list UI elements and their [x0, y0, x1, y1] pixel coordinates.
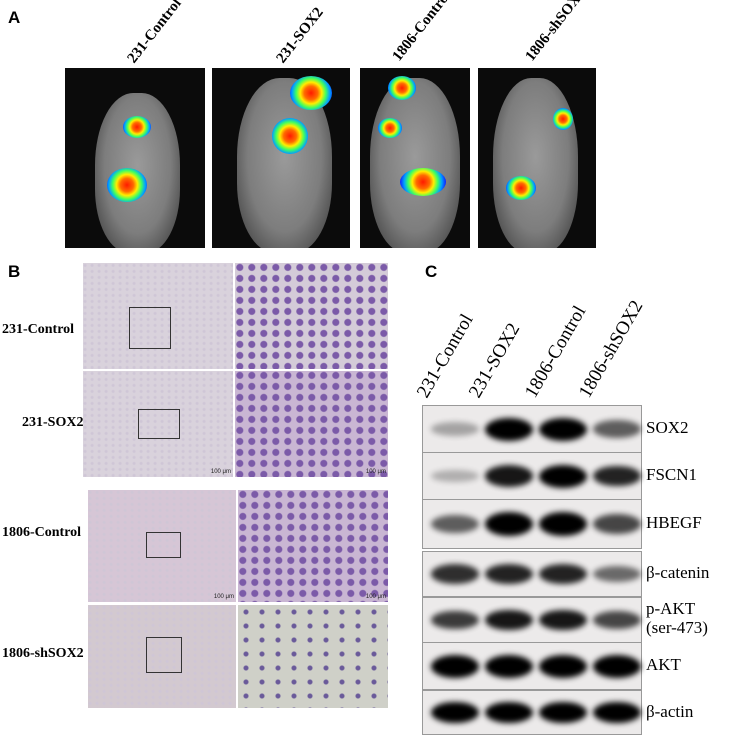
histology-high-mag: 100 μm: [235, 371, 388, 477]
blot-strip: [422, 405, 642, 453]
band: [431, 564, 479, 584]
histology-low-mag: 100 μm: [83, 371, 233, 477]
protein-label: AKT: [646, 655, 681, 674]
band: [431, 514, 479, 534]
histology-low-mag: [88, 605, 236, 708]
protein-label: β-actin: [646, 701, 694, 721]
histology-high-mag: [238, 605, 388, 708]
band: [593, 610, 641, 629]
row-label: 231-SOX2: [22, 415, 84, 430]
band: [539, 512, 587, 536]
blot-strip: [422, 690, 642, 735]
band: [431, 422, 479, 436]
mouse-image: [65, 68, 205, 248]
band: [485, 701, 533, 724]
band: [593, 514, 641, 534]
band: [485, 512, 533, 536]
mouse-image: [360, 68, 470, 248]
blot-strip: [422, 642, 642, 690]
band: [485, 654, 533, 678]
mouse-image: [478, 68, 596, 248]
protein-label: β-catenin: [646, 563, 710, 582]
protein-label: HBEGF: [646, 513, 702, 532]
band: [539, 563, 587, 584]
protein-label: FSCN1: [646, 465, 698, 484]
mouse-label: 1806-shSOX2: [522, 0, 590, 65]
row-label: 1806-Control: [2, 525, 82, 540]
mouse-label: 1806-Control: [389, 0, 455, 65]
mouse-label: 231-SOX2: [273, 4, 327, 67]
band: [593, 654, 641, 678]
band: [593, 465, 641, 487]
band: [485, 563, 533, 584]
blot-strip: [422, 452, 642, 500]
band: [485, 417, 533, 441]
panel-a-label: A: [8, 8, 21, 27]
panel-c-label: C: [425, 262, 438, 281]
histology-low-mag: 100 μm: [88, 490, 236, 602]
band: [539, 464, 587, 488]
protein-label: SOX2: [646, 418, 689, 437]
band: [431, 654, 479, 678]
histology-high-mag: 100 μm: [238, 490, 388, 602]
band: [593, 565, 641, 583]
band: [539, 417, 587, 441]
band: [593, 420, 641, 438]
mouse-label: 231-Control: [124, 0, 185, 67]
band: [539, 609, 587, 631]
lane-label: 231-SOX2: [464, 319, 525, 402]
band: [593, 701, 641, 724]
band: [431, 469, 479, 483]
blot-strip: [422, 499, 642, 549]
band: [539, 701, 587, 724]
panel-b-label: B: [8, 262, 21, 281]
row-label: 1806-shSOX2: [2, 646, 84, 661]
band: [539, 654, 587, 678]
band: [431, 701, 479, 724]
protein-label: p-AKT (ser-473): [646, 599, 708, 637]
band: [485, 465, 533, 487]
row-label: 231-Control: [2, 322, 75, 337]
histology-high-mag: [235, 263, 388, 369]
mouse-image: [212, 68, 350, 248]
blot-strip: [422, 597, 642, 643]
blot-strip: [422, 551, 642, 597]
band: [431, 610, 479, 630]
band: [485, 609, 533, 631]
histology-low-mag: [83, 263, 233, 369]
